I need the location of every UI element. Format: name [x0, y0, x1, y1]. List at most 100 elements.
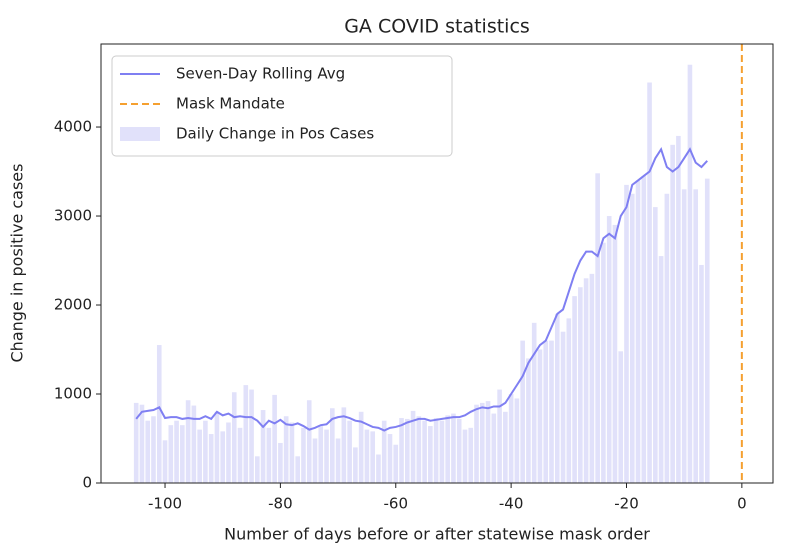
bar — [537, 349, 543, 483]
bar — [191, 405, 197, 483]
bar — [295, 456, 301, 483]
line — [135, 146, 708, 432]
bar — [231, 392, 237, 483]
bar — [618, 351, 624, 483]
bar — [180, 425, 185, 483]
bar — [503, 411, 508, 483]
x-tick-label: -20 — [614, 495, 639, 513]
bar — [635, 180, 641, 483]
bar — [670, 144, 675, 484]
bar — [468, 427, 474, 483]
y-tick-label: 4000 — [54, 118, 92, 136]
bar — [549, 340, 554, 483]
bar — [693, 189, 699, 483]
bar — [583, 278, 589, 483]
bar — [629, 193, 635, 483]
bar — [133, 402, 139, 483]
legend-swatch — [120, 127, 160, 141]
bar — [704, 178, 710, 484]
bar — [145, 420, 151, 483]
bar — [687, 64, 693, 483]
bar — [168, 425, 174, 483]
bar — [399, 418, 404, 483]
bar — [260, 410, 266, 483]
bar — [162, 440, 168, 483]
bar — [606, 216, 612, 483]
bar — [497, 389, 502, 483]
legend-box — [111, 55, 453, 157]
bar — [462, 429, 468, 483]
bar — [370, 431, 375, 483]
bar — [676, 135, 681, 483]
bar — [589, 273, 595, 483]
bar — [249, 389, 254, 483]
bar — [681, 189, 687, 483]
y-tick-label: 0 — [82, 474, 92, 492]
bar — [554, 313, 560, 483]
bar — [243, 385, 249, 483]
bar — [306, 400, 312, 483]
bar — [197, 429, 202, 483]
bar — [491, 413, 497, 483]
legend-label: Seven-Day Rolling Avg — [176, 65, 345, 83]
bar — [266, 427, 272, 483]
bar — [566, 318, 572, 483]
x-tick-label: 0 — [737, 495, 747, 513]
bar — [699, 264, 704, 483]
bar — [353, 447, 358, 483]
bar — [624, 184, 629, 483]
bar — [203, 420, 208, 483]
bar — [301, 427, 306, 483]
bar — [214, 411, 220, 483]
bar — [220, 431, 226, 483]
bar — [358, 411, 364, 483]
y-tick-label: 3000 — [54, 207, 92, 225]
bar — [572, 296, 577, 483]
bar — [658, 256, 664, 483]
y-tick-label: 2000 — [54, 296, 92, 314]
bar — [514, 398, 520, 483]
bar — [451, 413, 456, 483]
bar — [393, 444, 399, 483]
bar — [347, 420, 352, 483]
bar — [174, 420, 179, 483]
bar — [445, 415, 450, 483]
bar — [439, 420, 445, 483]
legend-label: Daily Change in Pos Cases — [176, 125, 374, 143]
bar — [289, 422, 295, 483]
x-tick-label: -60 — [384, 495, 409, 513]
bar — [151, 416, 156, 483]
bar — [474, 404, 479, 483]
bar — [387, 434, 393, 483]
y-axis-label: Change in positive cases — [8, 164, 27, 363]
chart-title: GA COVID statistics — [344, 16, 530, 38]
bar — [485, 401, 491, 483]
bar — [531, 322, 537, 483]
bar — [578, 287, 583, 483]
x-tick-label: -40 — [499, 495, 524, 513]
bar — [543, 340, 549, 483]
bar — [278, 442, 283, 483]
bar — [335, 438, 341, 483]
bar — [139, 404, 145, 483]
bar — [376, 454, 381, 483]
bar — [601, 242, 606, 483]
plot-frame — [100, 43, 774, 484]
bar — [324, 429, 329, 483]
bar — [329, 408, 335, 483]
bar — [479, 402, 485, 483]
bar — [185, 400, 191, 483]
bar — [664, 193, 670, 483]
bar — [647, 82, 652, 483]
bar — [653, 207, 658, 484]
bar — [520, 340, 525, 483]
bar — [508, 394, 514, 483]
y-tick-label: 1000 — [54, 385, 92, 403]
bar — [237, 427, 243, 483]
bar — [526, 358, 531, 483]
bar — [404, 418, 410, 483]
bar — [422, 420, 427, 483]
bar — [272, 394, 277, 483]
bar — [255, 456, 260, 483]
